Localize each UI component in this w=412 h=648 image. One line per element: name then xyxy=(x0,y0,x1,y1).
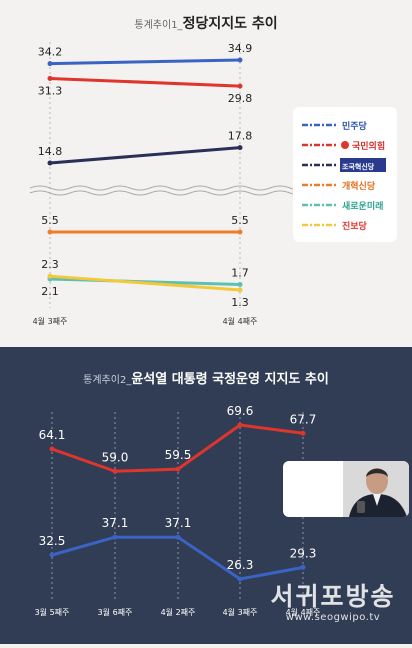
chart1-legend-label-5: 진보당 xyxy=(342,220,368,232)
chart2-point-1-3 xyxy=(237,576,243,582)
chart1-title-text: 정당지지도 추이 xyxy=(183,15,278,32)
chart1-point-5-1 xyxy=(237,287,243,293)
chart2-data-label-1-4: 29.3 xyxy=(290,546,317,560)
chart1-point-0-0 xyxy=(47,61,53,67)
chart1-data-label-4-1: 1.7 xyxy=(231,266,249,279)
chart1-data-label-5-0: 2.3 xyxy=(41,258,59,271)
watermark-url: www.seogwipo.tv xyxy=(285,612,381,623)
chart2-xtick-2: 4월 2째주 xyxy=(161,607,196,617)
chart2-data-label-0-3: 69.6 xyxy=(227,404,254,418)
chart1-point-1-0 xyxy=(47,75,53,81)
chart1-xtick-0: 4월 3째주 xyxy=(33,316,68,326)
chart1-legend-logo-1 xyxy=(341,141,349,149)
chart2-point-1-2 xyxy=(175,534,181,540)
chart2-point-0-4 xyxy=(300,430,306,436)
chart1-point-0-1 xyxy=(237,57,243,63)
chart1-data-label-3-0: 5.5 xyxy=(41,214,59,227)
chart1-series-line-5 xyxy=(49,274,241,292)
chart2-xtick-1: 3월 6째주 xyxy=(98,607,133,617)
chart2-data-label-1-1: 37.1 xyxy=(102,516,129,530)
chart1-title: 통계추이1_정당지지도 추이 xyxy=(134,15,277,32)
chart1-series-line-0 xyxy=(49,58,241,66)
chart2-point-0-1 xyxy=(112,468,118,474)
chart1-point-2-0 xyxy=(47,160,53,166)
chart2-point-1-4 xyxy=(300,564,306,570)
chart2-point-1-1 xyxy=(112,534,118,540)
chart1-point-4-1 xyxy=(237,281,243,287)
broadcaster-watermark: 서귀포방송 www.seogwipo.tv xyxy=(258,582,408,624)
chart2-title-text: 윤석열 대통령 국정운영 지지도 추이 xyxy=(131,371,329,387)
chart1-series-line-2 xyxy=(49,146,241,165)
chart1-data-label-0-1: 34.9 xyxy=(228,42,253,55)
chart1-data-label-1-1: 29.8 xyxy=(228,92,253,105)
chart1-data-label-4-0: 2.1 xyxy=(41,285,59,298)
chart1-point-3-0 xyxy=(47,229,53,235)
chart1-data-label-2-1: 17.8 xyxy=(228,130,253,143)
chart1-point-2-1 xyxy=(237,145,243,151)
chart2-point-0-2 xyxy=(175,466,181,472)
chart2-point-1-0 xyxy=(49,552,55,558)
chart1-legend-label-3: 개혁신당 xyxy=(342,180,376,192)
chart1-data-label-2-0: 14.8 xyxy=(38,145,63,158)
chart2-point-0-0 xyxy=(49,446,55,452)
chart2-xtick-4: 4월 4째주 xyxy=(286,607,321,617)
chart1-data-label-3-1: 5.5 xyxy=(231,214,249,227)
president-approval-panel: 통계추이2_윤석열 대통령 국정운영 지지도 추이 64.1 59.0 59.5 69.… xyxy=(0,347,412,644)
chart2-data-label-0-2: 59.5 xyxy=(165,448,192,462)
chart2-data-label-0-1: 59.0 xyxy=(102,450,129,464)
chart2-data-label-1-0: 32.5 xyxy=(39,534,66,548)
chart2-xtick-0: 3월 5째주 xyxy=(35,607,70,617)
party-support-chart: 통계추이1_정당지지도 추이 34.2 34.9 31.3 29.8 14.8 17.8 5.… xyxy=(29,15,397,326)
chart1-title-prefix: 통계추이1_ xyxy=(134,19,183,31)
chart2-data-label-0-0: 64.1 xyxy=(39,428,66,442)
chart2-point-0-3 xyxy=(237,422,243,428)
chart1-legend-label-4: 새로운미래 xyxy=(342,200,383,212)
party-support-panel: 통계추이1_정당지지도 추이 34.2 34.9 31.3 29.8 14.8 17.8 5.… xyxy=(29,15,397,326)
chart1-point-3-1 xyxy=(237,229,243,235)
chart1-legend-box xyxy=(293,107,397,242)
chart1-data-label-1-0: 31.3 xyxy=(38,84,63,97)
chart1-xtick-1: 4월 4째주 xyxy=(223,316,258,326)
president-photo xyxy=(283,461,409,517)
chart2-title: 통계추이2_윤석열 대통령 국정운영 지지도 추이 xyxy=(83,371,329,387)
chart2-data-label-1-3: 26.3 xyxy=(227,558,254,572)
chart1-data-label-0-0: 34.2 xyxy=(38,46,63,59)
chart1-legend-label-0: 민주당 xyxy=(342,120,368,132)
chart1-point-1-1 xyxy=(237,83,243,89)
chart1-series-line-1 xyxy=(49,76,241,88)
chart2-title-prefix: 통계추이2_ xyxy=(83,374,132,386)
chart1-legend-logo-2 xyxy=(340,158,386,172)
chart2-data-label-0-4: 67.7 xyxy=(290,412,317,426)
chart2-xtick-3: 4월 3째주 xyxy=(223,607,258,617)
chart1-point-5-0 xyxy=(47,273,53,279)
president-approval-chart: 통계추이2_윤석열 대통령 국정운영 지지도 추이 64.1 59.0 59.5 69.… xyxy=(35,371,338,617)
chart1-legend-label-1: 국민의힘 xyxy=(352,140,385,152)
chart2-data-label-1-2: 37.1 xyxy=(165,516,192,530)
watermark-logo-text: 서귀포방송 xyxy=(270,582,396,611)
chart1-legend-label-2: 조국혁신당 xyxy=(342,162,375,171)
chart1-data-label-5-1: 1.3 xyxy=(231,296,249,309)
